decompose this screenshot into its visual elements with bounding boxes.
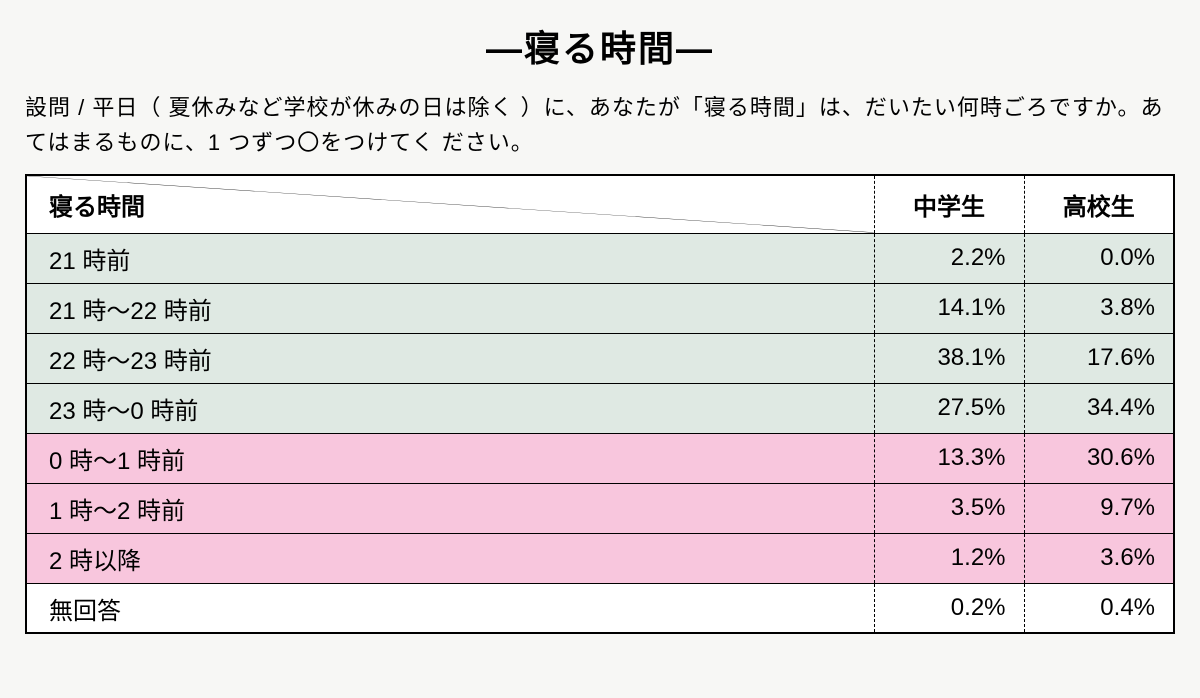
header-col1: 中学生 <box>874 175 1024 233</box>
row-label: 21 時前 <box>26 233 874 283</box>
row-value-col2: 3.6% <box>1024 533 1174 583</box>
row-label: 無回答 <box>26 583 874 633</box>
page-title: ―寝る時間― <box>25 20 1175 72</box>
table-row: 0 時～1 時前13.3%30.6% <box>26 433 1174 483</box>
table-header-row: 寝る時間 中学生 高校生 <box>26 175 1174 233</box>
row-value-col2: 0.4% <box>1024 583 1174 633</box>
header-col2: 高校生 <box>1024 175 1174 233</box>
bedtime-table: 寝る時間 中学生 高校生 21 時前2.2%0.0%21 時～22 時前14.1… <box>25 174 1175 634</box>
row-value-col1: 38.1% <box>874 333 1024 383</box>
row-value-col1: 0.2% <box>874 583 1024 633</box>
table-row: 23 時～0 時前27.5%34.4% <box>26 383 1174 433</box>
row-value-col1: 1.2% <box>874 533 1024 583</box>
table-row: 1 時～2 時前3.5%9.7% <box>26 483 1174 533</box>
row-value-col1: 14.1% <box>874 283 1024 333</box>
row-label: 22 時～23 時前 <box>26 333 874 383</box>
row-value-col2: 9.7% <box>1024 483 1174 533</box>
row-value-col2: 34.4% <box>1024 383 1174 433</box>
row-label: 23 時～0 時前 <box>26 383 874 433</box>
row-value-col1: 2.2% <box>874 233 1024 283</box>
table-row: 無回答0.2%0.4% <box>26 583 1174 633</box>
row-value-col2: 30.6% <box>1024 433 1174 483</box>
row-label: 0 時～1 時前 <box>26 433 874 483</box>
table-row: 21 時～22 時前14.1%3.8% <box>26 283 1174 333</box>
row-value-col2: 0.0% <box>1024 233 1174 283</box>
diagonal-line-icon <box>27 176 874 233</box>
table-row: 22 時～23 時前38.1%17.6% <box>26 333 1174 383</box>
row-value-col2: 3.8% <box>1024 283 1174 333</box>
table-row: 2 時以降1.2%3.6% <box>26 533 1174 583</box>
header-rowlabel-text: 寝る時間 <box>49 194 145 221</box>
table-row: 21 時前2.2%0.0% <box>26 233 1174 283</box>
row-value-col2: 17.6% <box>1024 333 1174 383</box>
row-value-col1: 27.5% <box>874 383 1024 433</box>
question-text: 設問 / 平日（ 夏休みなど学校が休みの日は除く ）に、あなたが「寝る時間」は、… <box>25 90 1175 160</box>
header-rowlabel: 寝る時間 <box>26 175 874 233</box>
row-label: 1 時～2 時前 <box>26 483 874 533</box>
row-value-col1: 3.5% <box>874 483 1024 533</box>
row-label: 21 時～22 時前 <box>26 283 874 333</box>
row-label: 2 時以降 <box>26 533 874 583</box>
row-value-col1: 13.3% <box>874 433 1024 483</box>
